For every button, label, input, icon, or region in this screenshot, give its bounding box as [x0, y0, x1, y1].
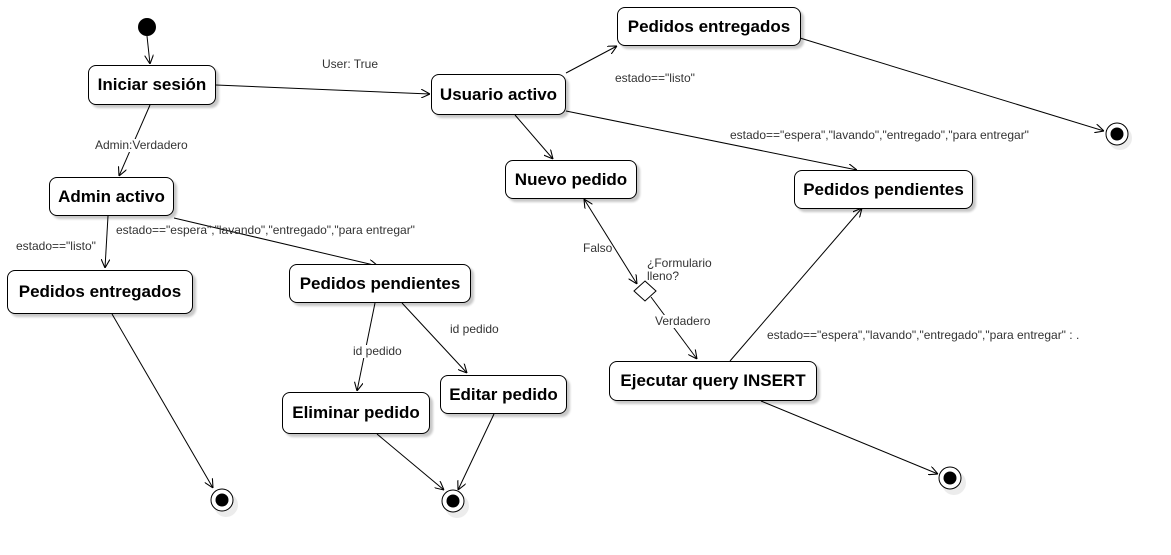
edge-editar-to-end — [458, 413, 495, 490]
node-iniciar-sesion[interactable]: Iniciar sesión — [88, 65, 216, 105]
node-ejecutar-query[interactable]: Ejecutar query INSERT — [609, 361, 817, 401]
edge-start-to-login — [147, 35, 150, 64]
edge-login-to-usuario — [215, 84, 430, 94]
edge-query-to-end — [760, 400, 938, 474]
edge-nuevo-decision — [584, 199, 637, 284]
label-admin-pendientes: estado=="espera","lavando","entregado","… — [116, 223, 415, 237]
node-editar-pedido[interactable]: Editar pedido — [440, 375, 567, 414]
edge-usuario-to-pendientes — [565, 110, 857, 170]
label-admin-listo: estado=="listo" — [16, 239, 96, 253]
final-node-user-insert — [938, 466, 966, 495]
edge-entregados-to-end — [799, 37, 1104, 131]
node-usuario-activo[interactable]: Usuario activo — [431, 74, 566, 115]
edge-adminentregados-to-end — [111, 313, 213, 488]
label-falso: Falso — [583, 241, 613, 255]
node-admin-activo[interactable]: Admin activo — [49, 177, 174, 216]
edge-decision-to-query — [650, 296, 697, 359]
label-id-pedido-eliminar: id pedido — [353, 344, 402, 358]
label-user-listo: estado=="listo" — [615, 71, 695, 85]
node-pedidos-entregados-admin[interactable]: Pedidos entregados — [7, 270, 193, 314]
decision-label-line2: lleno? — [647, 269, 680, 283]
edge-admin-to-entregados — [105, 215, 108, 268]
label-insert-pendientes: estado=="espera","lavando","entregado","… — [767, 328, 1080, 342]
node-pedidos-pendientes-user[interactable]: Pedidos pendientes — [794, 170, 973, 209]
edge-admin-to-pendientes — [173, 217, 378, 266]
final-node-admin-pedidos — [441, 489, 469, 518]
edge-eliminar-to-end — [376, 433, 444, 490]
decision-label: ¿Formulario lleno? — [647, 257, 712, 283]
final-node-admin-entregados — [210, 488, 238, 517]
node-eliminar-pedido[interactable]: Eliminar pedido — [282, 392, 430, 434]
edge-usuario-to-nuevo — [514, 114, 553, 159]
decision-diamond — [633, 280, 657, 302]
edge-usuario-to-entregados — [565, 46, 617, 74]
edge-pendientes-to-editar — [401, 302, 467, 373]
label-verdadero: Verdadero — [655, 314, 711, 328]
label-user-true: User: True — [322, 57, 379, 71]
final-node-user-entregados — [1105, 122, 1132, 150]
node-pedidos-entregados-user[interactable]: Pedidos entregados — [617, 7, 801, 46]
node-nuevo-pedido[interactable]: Nuevo pedido — [505, 160, 637, 199]
decision-label-line1: ¿Formulario — [647, 256, 712, 270]
label-id-pedido-editar: id pedido — [450, 322, 499, 336]
node-pedidos-pendientes-admin[interactable]: Pedidos pendientes — [289, 264, 471, 303]
label-admin-verdadero: Admin:Verdadero — [95, 138, 188, 152]
label-user-pendientes: estado=="espera","lavando","entregado","… — [730, 128, 1029, 142]
edge-query-to-pendientes — [729, 208, 862, 362]
initial-node — [138, 18, 156, 36]
